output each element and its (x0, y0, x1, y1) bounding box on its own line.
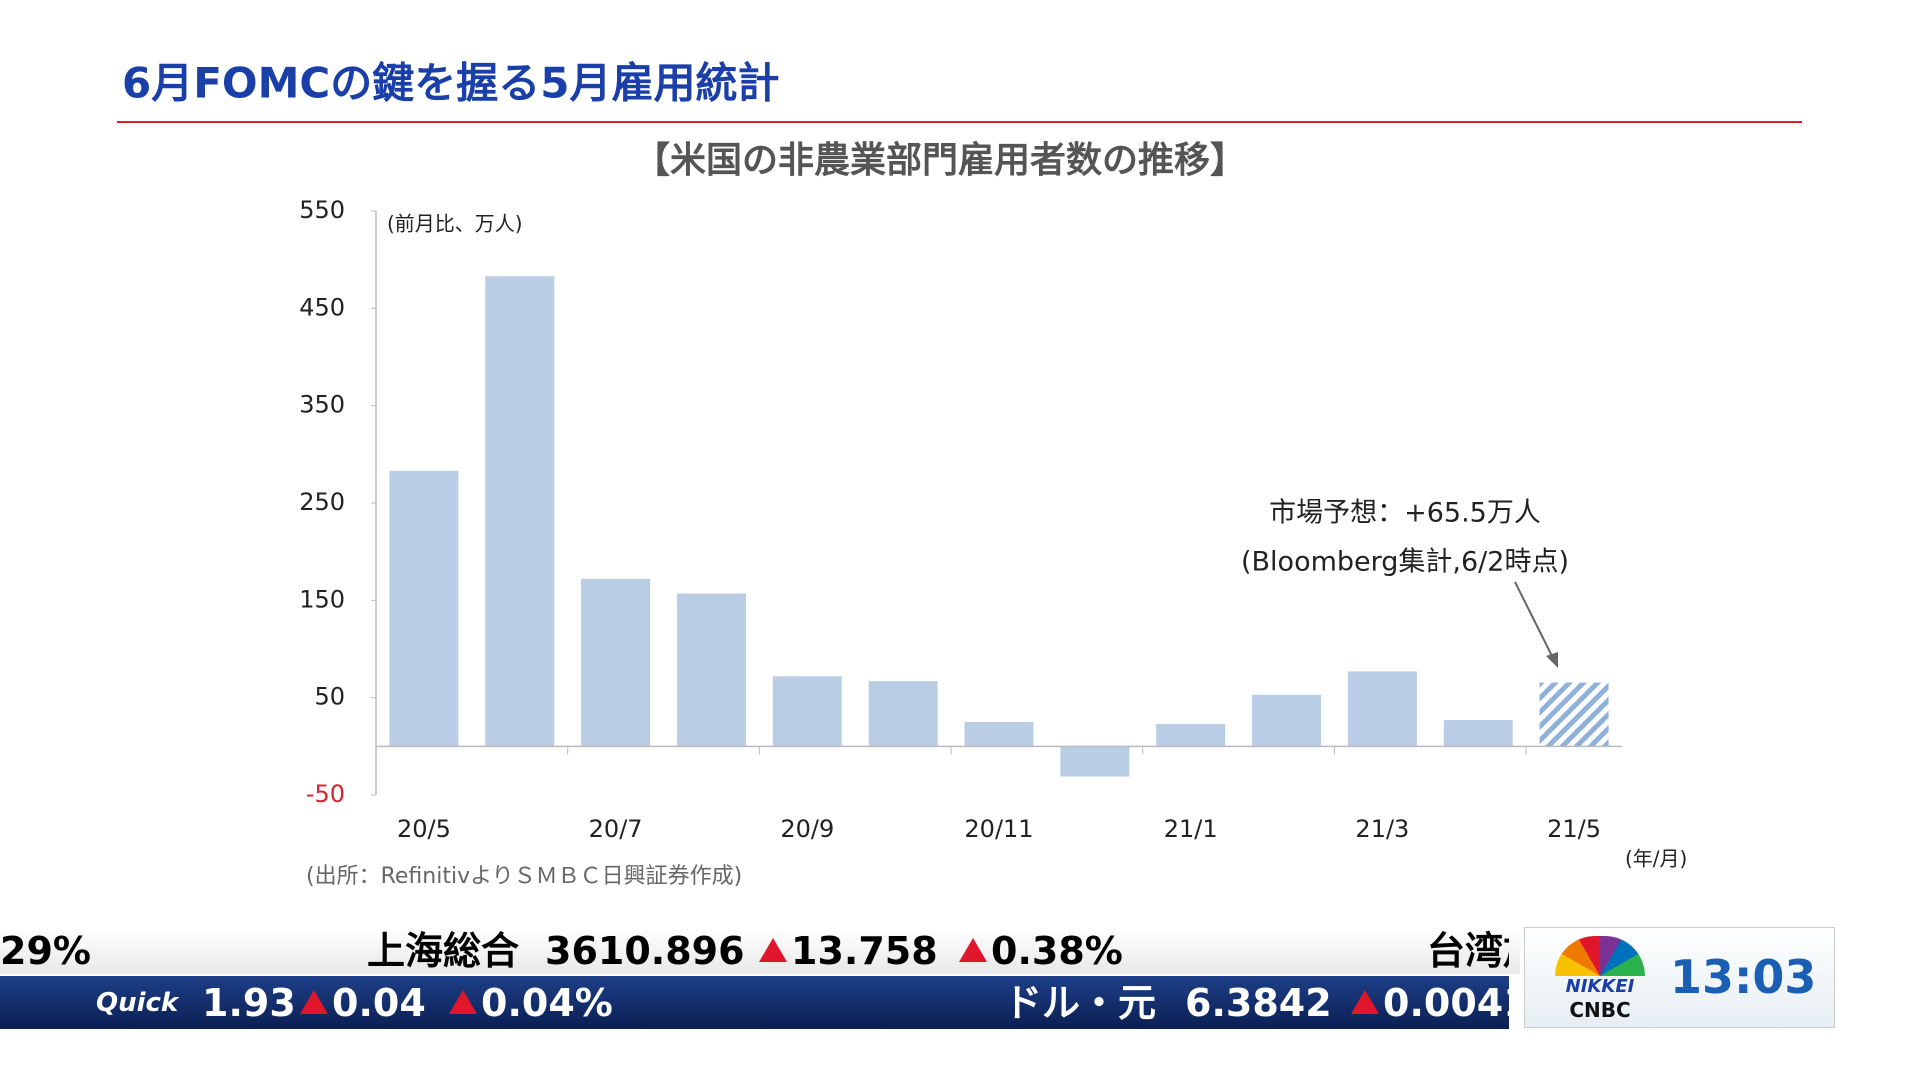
ticker-item: 0.04% (449, 984, 613, 1022)
chart-title: 【米国の非農業部門雇用者数の推移】 (634, 140, 1246, 181)
ticker-item: 0.0041 (1351, 984, 1509, 1022)
logo-text: NIKKEI (1565, 976, 1635, 997)
logo-box: NIKKEI CNBC 13:03 (1524, 927, 1835, 1028)
bar (1443, 720, 1513, 747)
x-tick-label: 21/3 (1355, 815, 1409, 843)
bar (485, 276, 555, 747)
ticker-text: 0.04 (332, 981, 426, 1025)
ticker-item: 0.04 (300, 984, 426, 1022)
x-tick-label: 20/5 (397, 815, 451, 843)
clock: 13:03 (1670, 950, 1817, 1004)
y-tick-label: 550 (299, 196, 345, 224)
ticker-text: ドル・元 (1004, 981, 1157, 1025)
arrow-head (1546, 652, 1558, 668)
x-tick-label: 20/11 (964, 815, 1033, 843)
ticker-brand: Quick (96, 988, 179, 1018)
ticker-text: 上海総合 (367, 929, 520, 973)
ticker-text: 1.93 (202, 981, 296, 1025)
x-unit-label: (年/月) (1625, 847, 1687, 871)
bar (772, 676, 842, 747)
source-note: (出所：RefinitivよりＳＭＢＣ日興証券作成) (306, 864, 742, 889)
ticker-item: 0.38% (959, 932, 1123, 970)
bar (581, 578, 651, 747)
y-tick-label: -50 (306, 780, 345, 808)
peacock (1555, 936, 1645, 976)
y-unit-label: (前月比、万人) (387, 212, 523, 236)
bar (389, 470, 459, 747)
ticker-clip: 台湾加 (1427, 928, 1509, 974)
annotation-arrow (1514, 581, 1557, 665)
x-tick-label: 20/9 (780, 815, 834, 843)
chart: 6月FOMCの鍵を握る5月雇用統計 【米国の非農業部門雇用者数の推移】 (前月比… (117, 59, 1802, 889)
x-tick-label: 20/7 (589, 815, 643, 843)
y-tick-label: 250 (299, 488, 345, 516)
y-tick-label: 350 (299, 391, 345, 419)
bar (868, 681, 938, 747)
ticker-text: 0.0041 (1383, 981, 1509, 1025)
bar (1252, 694, 1322, 747)
ticker-text: 29% (0, 929, 91, 973)
ticker-text: 13.758 (791, 929, 938, 973)
x-tick-label: 21/5 (1547, 815, 1601, 843)
y-tick-label: 150 (299, 585, 345, 613)
y-tick-label: 450 (299, 293, 345, 321)
ticker-text: 0.04% (481, 981, 613, 1025)
ticker-text: 6.3842 (1185, 981, 1332, 1025)
annotation: 市場予想：+65.5万人 (1269, 498, 1541, 529)
ticker-text: 3610.896 (545, 929, 745, 973)
page-title: 6月FOMCの鍵を握る5月雇用統計 (122, 59, 779, 108)
bar (1539, 682, 1609, 747)
ticker-bottom: Quick 1.93 0.04 0.04% ドル・元 6.3842 0.0041 (0, 976, 1509, 1029)
ticker-text: 0.38% (991, 929, 1123, 973)
ticker-text: 台湾加 (1427, 929, 1509, 973)
ticker-item: 13.758 (759, 932, 938, 970)
bar (1156, 723, 1226, 747)
bar (676, 593, 746, 747)
x-tick-label: 21/1 (1164, 815, 1218, 843)
ticker-top: 29% 上海総合 3610.896 13.758 0.38% 台湾加 (0, 928, 1520, 974)
y-tick-label: 50 (314, 683, 345, 711)
bar (1060, 746, 1130, 777)
annotation: (Bloomberg集計,6/2時点) (1241, 547, 1569, 578)
logo-text: CNBC (1569, 998, 1631, 1022)
bar (1347, 671, 1417, 747)
bar (964, 722, 1034, 747)
